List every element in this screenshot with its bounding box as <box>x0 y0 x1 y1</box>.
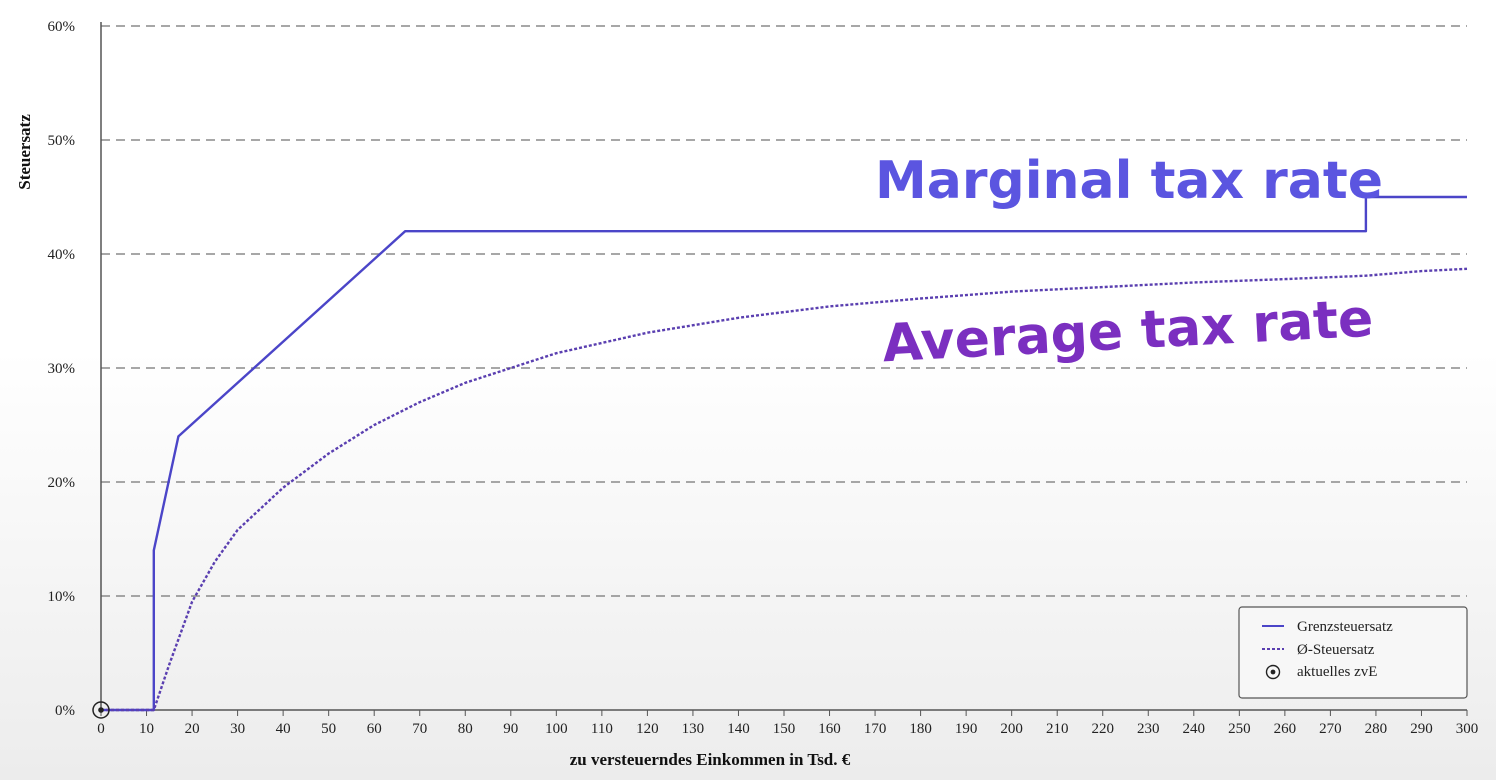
x-tick-label-150: 150 <box>773 721 796 737</box>
x-tick-label-230: 230 <box>1137 721 1160 737</box>
y-tick-labels: 0% 10% 20% 30% 40% 50% 60% <box>48 19 76 719</box>
legend-label-marginal: Grenzsteuersatz <box>1297 619 1393 635</box>
y-tick-label-40: 40% <box>48 247 76 263</box>
x-tick-label-280: 280 <box>1365 721 1388 737</box>
x-tick-label-160: 160 <box>818 721 841 737</box>
series-lines <box>101 195 1468 712</box>
annotation-average-tax-rate: Average tax rate <box>881 289 1375 375</box>
legend-marker-dot <box>1270 669 1276 675</box>
x-tick-label-120: 120 <box>636 721 659 737</box>
x-tick-label-20: 20 <box>185 721 200 737</box>
x-tick-label-10: 10 <box>139 721 154 737</box>
x-tick-label-50: 50 <box>321 721 336 737</box>
x-tick-label-270: 270 <box>1319 721 1342 737</box>
grid-lines <box>101 25 1467 597</box>
x-tick-label-250: 250 <box>1228 721 1251 737</box>
x-tick-label-220: 220 <box>1091 721 1114 737</box>
x-tick-label-100: 100 <box>545 721 568 737</box>
x-tick-label-140: 140 <box>727 721 750 737</box>
x-tick-label-60: 60 <box>367 721 382 737</box>
x-tick-label-260: 260 <box>1274 721 1297 737</box>
x-tick-label-130: 130 <box>682 721 705 737</box>
legend-marker-outer <box>1265 664 1281 680</box>
current-marker-dot <box>98 707 104 713</box>
x-tick-label-290: 290 <box>1410 721 1433 737</box>
annotation-marginal-tax-rate: Marginal tax rate <box>875 151 1383 211</box>
x-tick-label-30: 30 <box>230 721 245 737</box>
y-tick-label-30: 30% <box>48 361 76 377</box>
x-tick-label-110: 110 <box>591 721 613 737</box>
x-tick-label-240: 240 <box>1183 721 1206 737</box>
x-tick-label-210: 210 <box>1046 721 1069 737</box>
x-tick-label-200: 200 <box>1000 721 1023 737</box>
x-tick-label-170: 170 <box>864 721 887 737</box>
x-tick-labels: 0 10 20 30 40 50 60 70 80 90 100 110 120 130 140 150 160… <box>97 710 1478 737</box>
x-axis-title: zu versteuerndes Einkommen in Tsd. € <box>570 750 851 769</box>
y-tick-label-60: 60% <box>48 19 76 35</box>
legend-label-marker: aktuelles zvE <box>1297 664 1377 680</box>
y-tick-label-20: 20% <box>48 475 76 491</box>
y-axis-title: Steuersatz <box>15 114 34 190</box>
x-tick-label-70: 70 <box>412 721 427 737</box>
x-tick-label-90: 90 <box>503 721 518 737</box>
y-tick-label-50: 50% <box>48 133 76 149</box>
series-line-marginal <box>101 195 1467 712</box>
y-tick-label-0: 0% <box>55 703 75 719</box>
legend-box <box>1238 606 1468 699</box>
x-tick-label-190: 190 <box>955 721 978 737</box>
x-tick-label-80: 80 <box>458 721 473 737</box>
current-marker-outer <box>92 701 110 719</box>
current-income-marker <box>92 701 110 719</box>
legend: Grenzsteuersatz Ø-Steuersatz aktuelles z… <box>1238 606 1468 699</box>
y-tick-label-10: 10% <box>48 589 76 605</box>
x-tick-label-180: 180 <box>909 721 932 737</box>
x-tick-label-40: 40 <box>276 721 291 737</box>
x-tick-label-300: 300 <box>1456 721 1479 737</box>
x-tick-label-0: 0 <box>97 721 105 737</box>
series-line-average <box>101 267 1468 712</box>
legend-label-average: Ø-Steuersatz <box>1297 642 1375 658</box>
